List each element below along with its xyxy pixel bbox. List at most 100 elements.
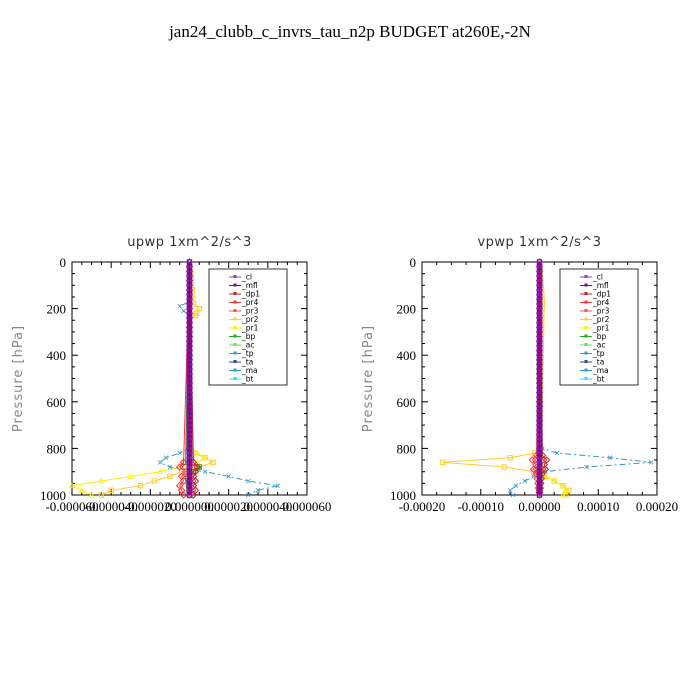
series-marker-cl xyxy=(185,360,194,369)
series-marker-cl xyxy=(535,411,544,420)
legend-label: _tp xyxy=(241,349,254,358)
series-marker-cl xyxy=(535,439,544,448)
series-marker-tp xyxy=(522,478,528,484)
page-title: jan24_clubb_c_invrs_tau_n2p BUDGET at260… xyxy=(169,22,531,41)
series-marker-dp1 xyxy=(538,451,547,460)
legend-box xyxy=(559,268,639,386)
y-tick-label: 200 xyxy=(397,302,417,317)
series-marker-cl xyxy=(535,416,544,425)
series-marker-cl xyxy=(535,449,544,457)
series-marker-cl xyxy=(185,439,194,448)
series-marker-cl xyxy=(185,346,194,355)
series-marker-pr1 xyxy=(194,449,201,456)
series-marker-pr3 xyxy=(532,451,541,460)
series-marker-pr2 xyxy=(507,455,513,461)
series-marker-cl xyxy=(185,402,194,411)
series-marker-cl xyxy=(535,388,544,397)
series-line-pr2 xyxy=(101,261,215,496)
y-tick-label: 400 xyxy=(47,348,67,363)
legend-marker xyxy=(584,309,588,312)
series-marker-cl xyxy=(535,393,544,401)
series-marker-cl xyxy=(535,267,544,276)
series-marker-cl xyxy=(535,425,544,434)
legend-marker xyxy=(584,292,588,295)
series-marker-cl xyxy=(185,281,194,290)
legend-marker xyxy=(233,343,237,346)
legend-marker xyxy=(233,360,237,363)
series-marker-cl xyxy=(535,491,544,499)
legend-marker xyxy=(233,300,237,304)
series-marker-tp xyxy=(167,464,173,470)
series-marker-cl xyxy=(535,370,544,378)
series-marker-cl xyxy=(535,430,544,439)
series-marker-mfl xyxy=(186,492,193,498)
legend-label: _pr4 xyxy=(592,298,610,307)
series-marker-cl xyxy=(535,300,544,308)
series-marker-cl xyxy=(535,444,544,453)
series-marker-pr1 xyxy=(201,454,209,461)
series-marker-cl xyxy=(535,481,544,490)
series-marker-cl xyxy=(535,342,544,350)
series-marker-cl xyxy=(535,314,544,322)
legend-label: _ta xyxy=(241,358,253,367)
y-tick-label: 200 xyxy=(47,302,67,317)
legend-label: _cl xyxy=(241,273,252,282)
series-marker-pr1 xyxy=(559,491,567,498)
x-tick-label: 0.000020 xyxy=(204,499,253,514)
series-marker-cl xyxy=(185,351,194,360)
series-marker-pr1 xyxy=(176,463,183,470)
series-marker-cl xyxy=(185,421,194,429)
y-tick-label: 0 xyxy=(60,255,67,270)
legend-label: _ma xyxy=(592,366,609,375)
series-marker-cl xyxy=(535,397,544,406)
legend-label: _ta xyxy=(592,358,604,367)
series-marker-cl xyxy=(185,486,194,495)
series-marker-cl xyxy=(185,300,194,308)
series-marker-cl xyxy=(535,365,544,373)
series-marker-tp xyxy=(648,460,654,465)
y-tick-label: 1000 xyxy=(40,488,66,503)
legend-marker xyxy=(233,334,237,338)
series-marker-pr2 xyxy=(439,459,446,466)
series-marker-cl xyxy=(535,463,544,471)
legend-marker xyxy=(584,351,588,355)
series-marker-pr1 xyxy=(559,482,567,489)
x-tick-label: 0.00010 xyxy=(577,499,619,514)
series-marker-tp xyxy=(584,464,589,470)
series-marker-pr1 xyxy=(88,491,95,498)
series-marker-cl xyxy=(535,323,544,332)
series-marker-pr1 xyxy=(98,477,105,484)
legend-marker xyxy=(233,326,237,329)
series-marker-cl xyxy=(185,295,194,304)
series-marker-pr3 xyxy=(179,458,188,467)
chart-panel-1: upwp 1xm^2/s^3 Pressure [hPa] 0 200 400 600 80… xyxy=(11,235,331,514)
series-marker-cl xyxy=(535,281,544,290)
y-tick-label: 1000 xyxy=(390,488,416,503)
legend-marker xyxy=(233,377,237,380)
series-marker-cl xyxy=(185,397,194,406)
legend-label: _pr3 xyxy=(241,307,259,316)
y-axis-label: Pressure [hPa] xyxy=(361,325,376,432)
x-tick-label: -0.00020 xyxy=(399,499,446,514)
legend-marker xyxy=(233,351,237,355)
legend-label: _ma xyxy=(241,366,258,375)
chart-title: vpwp 1xm^2/s^3 xyxy=(477,235,601,250)
series-marker-pr1 xyxy=(542,473,549,479)
legend-marker xyxy=(584,343,588,346)
series-marker-cl xyxy=(535,290,544,299)
x-tick-label: 0.00000 xyxy=(518,499,560,514)
series-marker-pr1 xyxy=(78,487,85,493)
series-marker-cl xyxy=(185,453,194,462)
legend-marker xyxy=(233,292,237,295)
chart-panel-2: vpwp 1xm^2/s^3 Pressure [hPa] 0 200 400 600 80… xyxy=(361,235,678,514)
series-marker-cl xyxy=(185,481,194,490)
series-marker-cl xyxy=(185,258,194,266)
legend-label: _mfl xyxy=(592,281,609,290)
x-tick-label: 0.000040 xyxy=(243,499,292,514)
series-marker-cl xyxy=(535,467,544,476)
series-marker-cl xyxy=(185,318,194,327)
y-axis-label: Pressure [hPa] xyxy=(11,325,26,432)
series-marker-cl xyxy=(535,328,544,336)
legend-label: _pr3 xyxy=(592,307,610,316)
series-marker-pr2 xyxy=(167,473,173,480)
